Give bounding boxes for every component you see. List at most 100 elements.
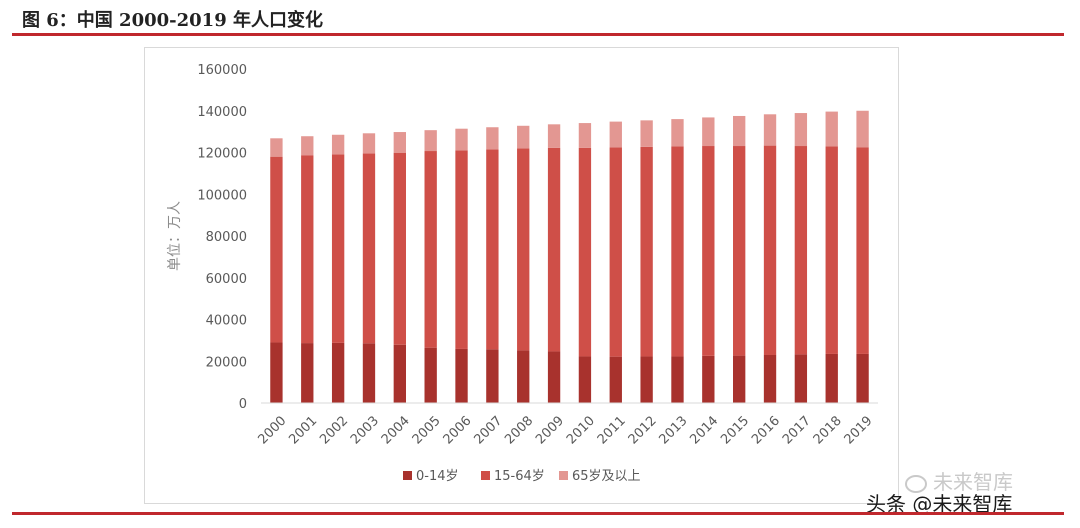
x-tick-label: 2017 [780, 413, 814, 447]
bar-segment-3-2016 [763, 114, 777, 146]
bar-segment-1-2010 [578, 356, 592, 403]
top-rule [12, 33, 1064, 36]
bar-segment-1-2004 [393, 344, 406, 403]
bar-segment-2-2009 [547, 147, 561, 352]
y-axis: 0 20000 40000 60000 80000 100000 120000 140000 1… [197, 63, 247, 412]
bar-segment-1-2019 [856, 353, 869, 403]
bar-segment-3-2005 [424, 130, 437, 152]
x-axis: 2000200120022003200420052006200720082009… [255, 402, 878, 447]
bar-segment-2-2003 [362, 153, 376, 344]
bars [270, 110, 869, 403]
x-tick-label: 2011 [595, 413, 629, 447]
bar-segment-1-2009 [547, 351, 561, 403]
legend-swatch [403, 471, 412, 480]
y-axis-label: 单位：万人 [167, 201, 183, 271]
y-tick-label: 20000 [206, 355, 247, 370]
bar-segment-2-2012 [640, 146, 653, 357]
bottom-rule [12, 512, 1064, 515]
y-tick-label: 80000 [206, 230, 247, 245]
bar-segment-2-2018 [825, 146, 838, 354]
bar-segment-2-2005 [424, 151, 437, 348]
x-tick-label: 2013 [657, 413, 691, 447]
bar-segment-1-2011 [609, 356, 622, 403]
bar-segment-3-2011 [609, 121, 622, 148]
bar-segment-2-2008 [517, 148, 530, 351]
y-tick-label: 60000 [206, 272, 247, 287]
wechat-icon [905, 474, 927, 493]
x-tick-label: 2014 [687, 413, 721, 447]
x-tick-label: 2000 [255, 413, 289, 447]
x-tick-label: 2003 [348, 413, 382, 447]
x-tick-label: 2015 [718, 413, 752, 447]
bar-segment-1-2018 [825, 353, 838, 403]
legend-label: 65岁及以上 [572, 469, 641, 484]
legend-swatch [481, 471, 490, 480]
bar-segment-3-2013 [671, 119, 684, 147]
y-tick-label: 140000 [197, 105, 247, 120]
x-tick-label: 2012 [626, 413, 660, 447]
legend-label: 15-64岁 [494, 469, 545, 484]
bar-segment-2-2019 [856, 147, 869, 354]
bar-segment-1-2017 [794, 354, 808, 403]
bar-segment-1-2002 [331, 342, 345, 403]
bar-segment-1-2005 [424, 347, 437, 403]
bar-segment-2-2007 [486, 149, 499, 350]
bar-segment-3-2012 [640, 120, 653, 147]
x-tick-label: 2008 [502, 413, 536, 447]
bar-segment-1-2015 [733, 355, 746, 403]
bar-segment-2-2002 [331, 154, 345, 343]
bar-segment-3-2019 [856, 110, 869, 148]
x-tick-label: 2004 [379, 413, 413, 447]
bar-segment-3-2004 [393, 132, 406, 153]
bar-segment-3-2000 [270, 138, 283, 157]
bar-segment-2-2004 [393, 152, 406, 345]
bar-segment-1-2014 [702, 355, 715, 403]
bar-segment-2-2014 [702, 146, 715, 356]
x-tick-label: 2019 [842, 413, 876, 447]
bar-segment-3-2017 [794, 113, 808, 147]
bar-segment-2-2017 [794, 146, 808, 355]
x-tick-label: 2002 [317, 413, 351, 447]
bar-segment-1-2013 [671, 356, 684, 403]
bar-segment-2-2016 [763, 145, 777, 355]
y-tick-label: 120000 [197, 147, 247, 162]
x-tick-label: 2010 [564, 413, 598, 447]
bar-segment-3-2007 [486, 127, 499, 150]
bar-segment-2-2006 [455, 150, 468, 349]
y-tick-label: 0 [239, 397, 247, 412]
bar-segment-3-2003 [362, 133, 376, 154]
bar-segment-3-2001 [301, 136, 314, 156]
x-tick-label: 2016 [749, 413, 783, 447]
bar-segment-3-2015 [733, 115, 746, 147]
bar-segment-1-2012 [640, 356, 653, 403]
x-tick-label: 2001 [286, 413, 320, 447]
bar-segment-2-2013 [671, 146, 684, 357]
y-tick-label: 40000 [206, 314, 247, 329]
bar-segment-2-2011 [609, 147, 622, 357]
x-tick-label: 2007 [471, 413, 505, 447]
x-tick-label: 2006 [441, 413, 475, 447]
x-tick-label: 2005 [410, 413, 444, 447]
bar-segment-1-2001 [301, 343, 314, 403]
watermark-top-text: 未来智库 [933, 470, 1013, 494]
x-tick-label: 2018 [811, 413, 845, 447]
y-tick-label: 160000 [197, 63, 247, 78]
bar-segment-3-2010 [578, 123, 592, 148]
y-tick-label: 100000 [197, 188, 247, 203]
bar-segment-2-2015 [733, 146, 746, 356]
chart-frame: 0 20000 40000 60000 80000 100000 120000 140000 1… [144, 47, 899, 504]
legend-label: 0-14岁 [416, 469, 459, 484]
bar-segment-1-2000 [270, 342, 283, 403]
bar-segment-1-2006 [455, 348, 468, 403]
figure-title: 图 6：中国 2000-2019 年人口变化 [22, 10, 323, 31]
bar-segment-1-2008 [517, 350, 530, 403]
legend: 0-14岁 15-64岁 65岁及以上 [403, 469, 641, 484]
bar-segment-2-2000 [270, 156, 283, 343]
bar-segment-3-2008 [517, 125, 530, 149]
bar-segment-3-2006 [455, 128, 468, 151]
bar-segment-1-2016 [763, 354, 777, 403]
population-chart: 0 20000 40000 60000 80000 100000 120000 140000 1… [167, 63, 878, 484]
bar-segment-2-2001 [301, 155, 314, 344]
bar-segment-1-2003 [362, 343, 376, 403]
bar-segment-2-2010 [578, 147, 592, 357]
